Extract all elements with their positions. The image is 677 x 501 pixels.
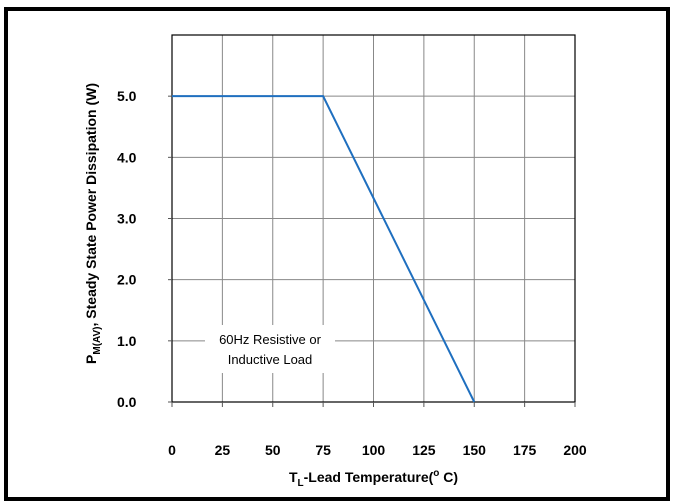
x-tick-label: 150 <box>463 442 487 458</box>
annotation-background <box>205 325 335 373</box>
y-axis-title-rest: , Steady State Power Dissipation (W) <box>83 83 99 327</box>
chart-frame <box>4 7 670 501</box>
series-line <box>172 95 476 403</box>
x-tick-label: 50 <box>265 442 281 458</box>
y-tick-labels: 0.0 1.0 2.0 3.0 4.0 5.0 <box>117 88 137 410</box>
x-tick-label: 200 <box>563 442 587 458</box>
x-tick-label: 100 <box>362 442 386 458</box>
x-axis-title-end: C) <box>439 469 458 485</box>
x-axis-title-main: T <box>289 469 298 485</box>
x-tick-label: 175 <box>513 442 537 458</box>
y-tick-label: 4.0 <box>117 149 137 165</box>
annotation-box: 60Hz Resistive or Inductive Load <box>205 325 335 373</box>
annotation-line-1: 60Hz Resistive or <box>219 332 322 347</box>
y-axis-title: PM(AV), Steady State Power Dissipation (… <box>83 83 103 364</box>
x-axis-title-sup: o <box>433 468 439 479</box>
x-tick-label: 125 <box>412 442 436 458</box>
y-tick-label: 5.0 <box>117 88 137 104</box>
x-tick-label: 0 <box>168 442 176 458</box>
x-axis-title-sub: L <box>298 478 304 489</box>
x-tick-label: 25 <box>215 442 231 458</box>
x-tick-labels: 0 25 50 75 100 125 150 175 200 <box>168 442 587 458</box>
x-axis-title-rest: -Lead Temperature( <box>304 469 434 485</box>
y-tick-label: 0.0 <box>117 394 137 410</box>
annotation-line-2: Inductive Load <box>228 352 313 367</box>
y-axis-title-sub: M(AV) <box>92 327 103 355</box>
y-tick-label: 3.0 <box>117 211 137 227</box>
x-tick-label: 75 <box>315 442 331 458</box>
x-axis-title: TL-Lead Temperature(o C) <box>289 468 458 489</box>
tick-marks <box>168 95 576 407</box>
y-tick-label: 1.0 <box>117 333 137 349</box>
y-tick-label: 2.0 <box>117 272 137 288</box>
y-axis-title-main: P <box>83 355 99 364</box>
